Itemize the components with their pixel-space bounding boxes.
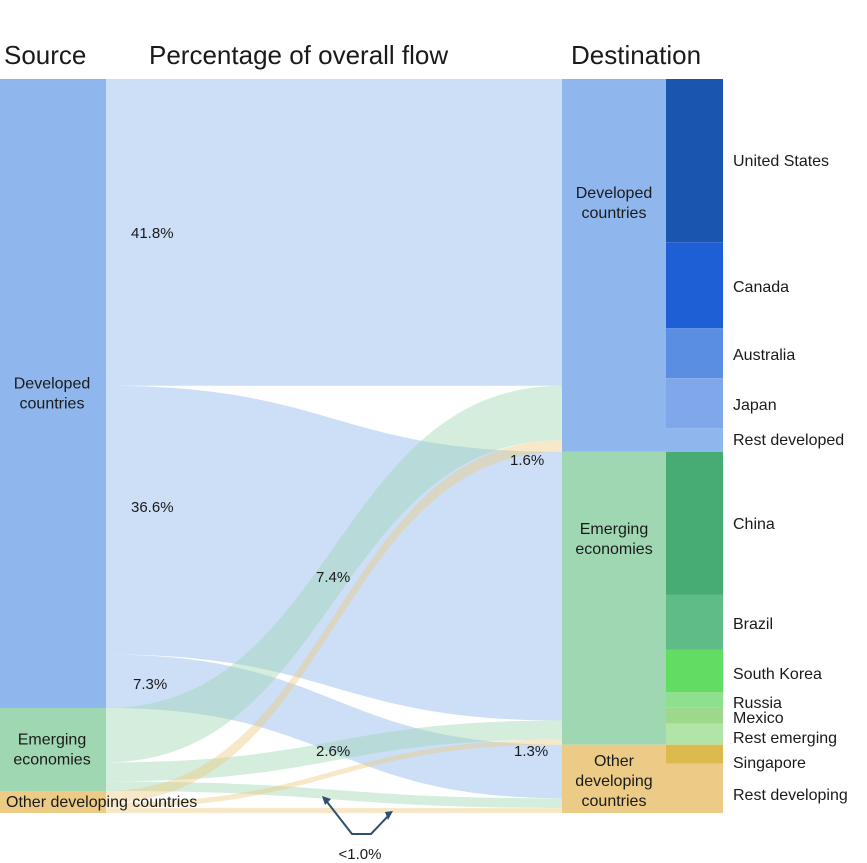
- country-label-japan: Japan: [733, 397, 777, 414]
- destination-label-emg-line2: economies: [575, 541, 652, 558]
- destination-label-oth-line1: Other: [594, 753, 635, 770]
- country-bar-japan: [666, 378, 723, 429]
- nodes: [0, 79, 666, 813]
- country-bar-singapore: [666, 744, 723, 764]
- country-label-rest-developing: Rest developing: [733, 787, 848, 804]
- country-label-south-korea: South Korea: [733, 666, 822, 683]
- source-node-emg: [0, 708, 106, 791]
- country-label-rest-emerging: Rest emerging: [733, 730, 837, 747]
- source-label-emg-line1: Emerging: [18, 732, 86, 749]
- country-bar-china: [666, 451, 723, 595]
- destination-node-emg: [562, 451, 666, 745]
- flow-label-dev-to-dev: 41.8%: [131, 225, 174, 242]
- country-label-australia: Australia: [733, 347, 795, 364]
- flow-ribbons: [106, 79, 562, 813]
- labels: Source Percentage of overall flow Destin…: [4, 40, 848, 811]
- country-label-brazil: Brazil: [733, 616, 773, 633]
- country-bar-rest-developed: [666, 428, 723, 452]
- annotation-arrowhead-left: [322, 796, 331, 805]
- country-label-mexico: Mexico: [733, 710, 784, 727]
- header-source: Source: [4, 40, 86, 70]
- country-bar-mexico: [666, 707, 723, 724]
- source-node-dev: [0, 79, 106, 709]
- destination-label-dev-line2: countries: [582, 205, 647, 222]
- flow-label-emg-to-oth: 1.3%: [514, 743, 548, 760]
- flow-dev-to-oth: [106, 654, 562, 799]
- header-destination: Destination: [571, 40, 701, 70]
- source-label-emg-line2: economies: [13, 752, 90, 769]
- flow-dev-to-emg: [106, 385, 562, 721]
- country-bar-brazil: [666, 594, 723, 650]
- country-label-china: China: [733, 516, 775, 533]
- country-breakdown: [666, 79, 723, 813]
- flow-oth-to-emg: [106, 739, 562, 808]
- flow-label-oth-to-dev: 1.6%: [510, 452, 544, 469]
- destination-label-dev-line1: Developed: [576, 185, 653, 202]
- flow-label-emg-to-dev: 7.4%: [316, 569, 350, 586]
- destination-label-emg-line1: Emerging: [580, 521, 648, 538]
- flow-label-dev-to-emg: 36.6%: [131, 499, 174, 516]
- country-label-united-states: United States: [733, 153, 829, 170]
- flow-oth-to-dev: [106, 440, 562, 803]
- country-label-singapore: Singapore: [733, 755, 806, 772]
- flow-dev-to-dev: [106, 79, 562, 386]
- country-bar-rest-emerging: [666, 723, 723, 745]
- annotation-arrow: [323, 797, 391, 835]
- country-bar-rest-developing: [666, 763, 723, 813]
- country-label-russia: Russia: [733, 695, 782, 712]
- flow-label-emg-to-emg: 2.6%: [316, 743, 350, 760]
- flow-emg-to-dev: [106, 385, 562, 763]
- country-label-rest-developed: Rest developed: [733, 432, 844, 449]
- country-bar-russia: [666, 692, 723, 708]
- country-bar-united-states: [666, 79, 723, 243]
- flow-label-dev-to-oth: 7.3%: [133, 676, 167, 693]
- annotation-label: <1.0%: [339, 846, 382, 863]
- country-bar-south-korea: [666, 649, 723, 693]
- header-middle: Percentage of overall flow: [149, 40, 448, 70]
- country-label-canada: Canada: [733, 279, 789, 296]
- country-bar-canada: [666, 242, 723, 329]
- small-flow-annotation: <1.0%: [322, 796, 393, 863]
- country-bar-australia: [666, 328, 723, 379]
- source-label-dev-line2: countries: [20, 396, 85, 413]
- flow-emg-to-oth: [106, 781, 562, 808]
- annotation-arrowhead-right: [385, 811, 393, 820]
- destination-node-oth: [562, 744, 666, 813]
- source-label-dev-line1: Developed: [14, 376, 91, 393]
- destination-node-dev: [562, 79, 666, 452]
- source-node-oth: [0, 790, 106, 813]
- source-label-oth-line1: Other developing countries: [6, 794, 197, 811]
- destination-label-oth-line2: developing: [575, 773, 652, 790]
- flow-emg-to-emg: [106, 720, 562, 782]
- destination-label-oth-line3: countries: [582, 793, 647, 810]
